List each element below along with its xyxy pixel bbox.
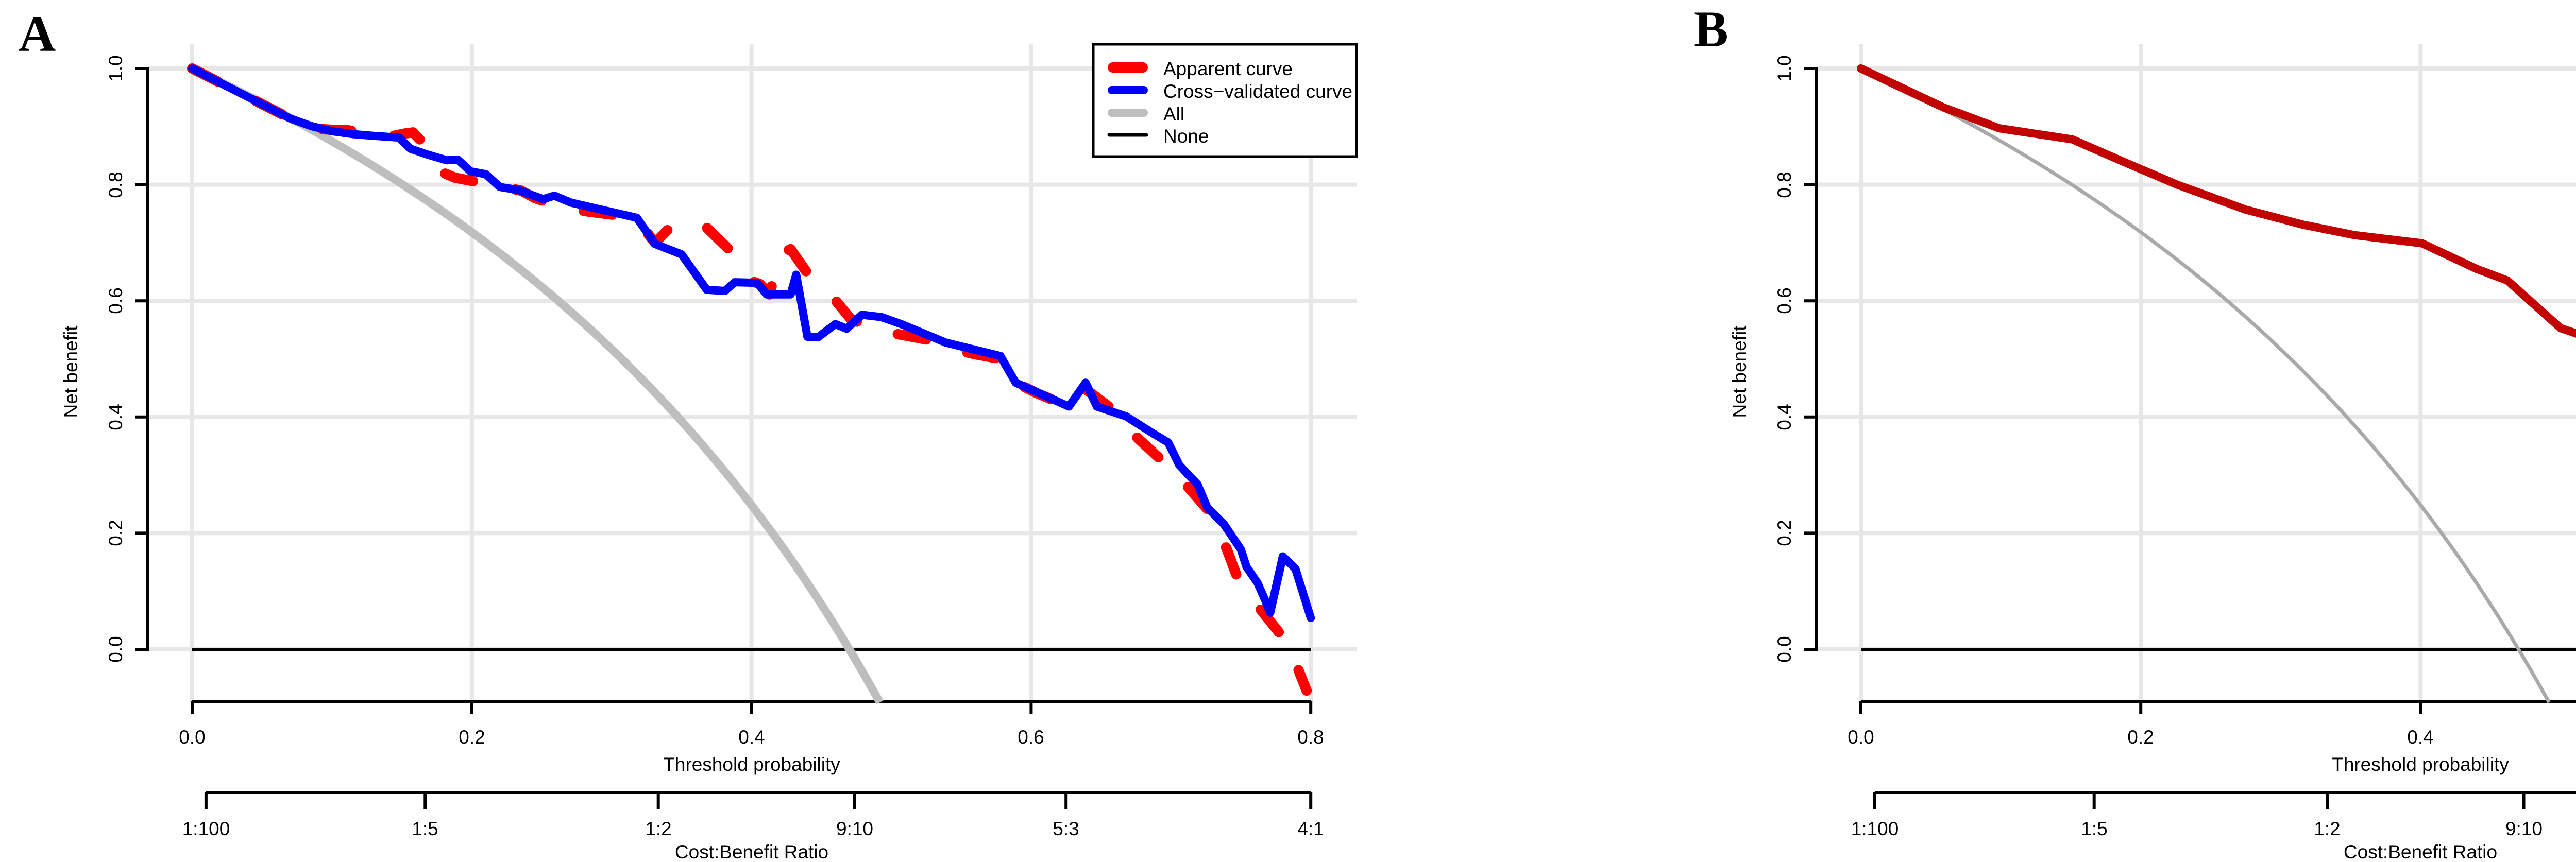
svg-text:0.6: 0.6 [1018,727,1044,748]
svg-text:0.4: 0.4 [738,727,765,748]
svg-text:0.6: 0.6 [1774,287,1795,314]
svg-text:0.8: 0.8 [105,171,126,198]
svg-text:Net benefit: Net benefit [1729,325,1750,418]
svg-text:0.8: 0.8 [1774,171,1795,198]
svg-text:Apparent curve: Apparent curve [1163,58,1293,79]
svg-text:Net benefit: Net benefit [60,325,81,418]
svg-text:0.0: 0.0 [179,727,205,748]
svg-text:Threshold probability: Threshold probability [2332,754,2509,775]
svg-text:A: A [19,5,56,62]
svg-text:0.2: 0.2 [105,520,126,546]
svg-text:Cost:Benefit Ratio: Cost:Benefit Ratio [675,841,828,862]
svg-text:1:2: 1:2 [645,818,671,839]
svg-text:1:100: 1:100 [182,818,230,839]
svg-text:1:5: 1:5 [2081,818,2107,839]
svg-text:0.0: 0.0 [105,636,126,662]
svg-text:0.4: 0.4 [2407,727,2433,748]
svg-text:5:3: 5:3 [1053,818,1079,839]
svg-text:9:10: 9:10 [2505,818,2543,839]
svg-text:Cross−validated curve: Cross−validated curve [1163,81,1352,102]
svg-text:0.2: 0.2 [1774,520,1795,546]
svg-text:None: None [1163,126,1209,147]
svg-text:0.2: 0.2 [459,727,485,748]
svg-text:All: All [1163,104,1184,125]
svg-text:1:2: 1:2 [2314,818,2340,839]
svg-text:1.0: 1.0 [1774,55,1795,81]
svg-text:9:10: 9:10 [836,818,873,839]
svg-text:Threshold probability: Threshold probability [663,754,840,775]
svg-text:0.2: 0.2 [2127,727,2154,748]
svg-text:0.4: 0.4 [1774,404,1795,430]
svg-text:1.0: 1.0 [105,55,126,81]
svg-text:4:1: 4:1 [1297,818,1324,839]
svg-text:1:5: 1:5 [412,818,438,839]
svg-text:0.4: 0.4 [105,404,126,430]
svg-text:B: B [1694,1,1728,58]
svg-text:0.0: 0.0 [1774,636,1795,662]
svg-text:0.0: 0.0 [1848,727,1874,748]
svg-text:0.8: 0.8 [1297,727,1324,748]
svg-text:1:100: 1:100 [1851,818,1899,839]
svg-text:0.6: 0.6 [105,287,126,314]
svg-text:Cost:Benefit Ratio: Cost:Benefit Ratio [2344,841,2497,862]
